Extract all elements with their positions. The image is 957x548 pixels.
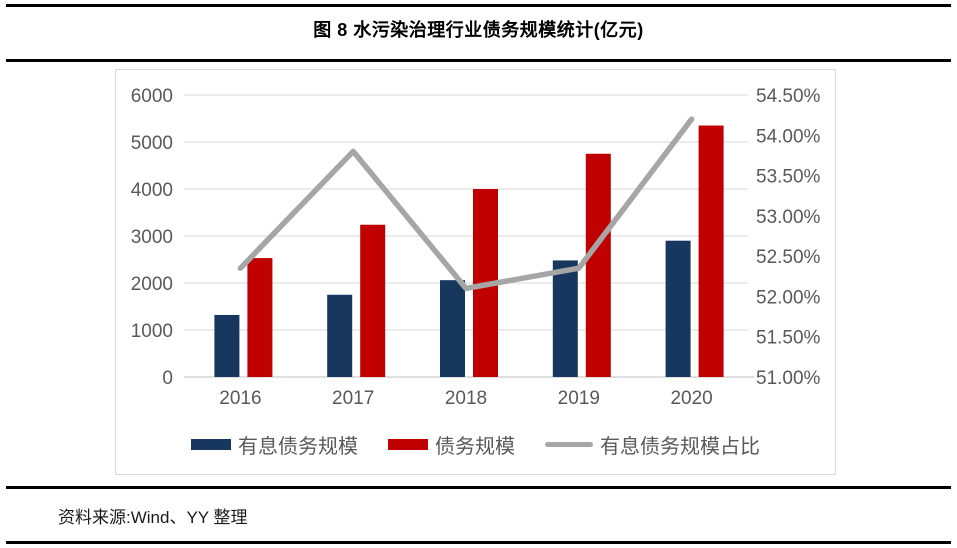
left-axis-tick-label: 6000 bbox=[131, 86, 173, 107]
ratio-line bbox=[237, 116, 695, 292]
bar-interest-debt-2019 bbox=[552, 260, 578, 377]
bar-interest-debt-2018 bbox=[440, 280, 465, 377]
debt-chart-panel: 0 1000 2000 3000 4000 5000 6000 51.00% 51.50% 52.… bbox=[115, 69, 836, 475]
bottom-rule bbox=[6, 541, 951, 544]
legend-label-interest-debt: 有息债务规模 bbox=[238, 436, 358, 458]
x-axis-category-label: 2018 bbox=[445, 388, 487, 409]
x-axis-category-label: 2019 bbox=[558, 388, 600, 409]
bar-debt-2017 bbox=[360, 224, 386, 377]
legend-item-interest-debt: 有息债务规模 bbox=[191, 430, 358, 459]
right-axis-tick-label: 53.00% bbox=[756, 207, 821, 228]
legend-label-debt: 债务规模 bbox=[435, 436, 515, 458]
x-axis-category-label: 2016 bbox=[219, 388, 261, 409]
legend-swatch-debt bbox=[388, 439, 428, 450]
left-axis-tick-label: 2000 bbox=[131, 274, 173, 295]
legend-item-debt: 债务规模 bbox=[388, 430, 515, 459]
right-axis-tick-label: 53.50% bbox=[756, 167, 821, 188]
bar-debt-2020 bbox=[698, 125, 724, 377]
bar-interest-debt-2020 bbox=[665, 240, 691, 377]
right-axis-tick-label: 51.00% bbox=[756, 368, 821, 389]
left-axis-tick-label: 4000 bbox=[131, 180, 173, 201]
right-axis-tick-label: 52.00% bbox=[756, 287, 821, 308]
top-rule bbox=[6, 4, 951, 7]
bar-debt-2019 bbox=[585, 153, 611, 377]
right-axis-tick-label: 54.00% bbox=[756, 126, 821, 147]
left-axis-tick-label: 0 bbox=[162, 368, 173, 389]
source-divider-rule bbox=[6, 486, 951, 489]
left-axis-tick-label: 3000 bbox=[131, 227, 173, 248]
bar-debt-2016 bbox=[247, 258, 273, 377]
title-divider-rule bbox=[6, 59, 951, 62]
x-axis-category-label: 2017 bbox=[332, 388, 374, 409]
left-axis-tick-label: 5000 bbox=[131, 133, 173, 154]
right-axis-tick-label: 54.50% bbox=[756, 86, 821, 107]
legend-label-ratio: 有息债务规模占比 bbox=[600, 436, 760, 458]
bar-interest-debt-2017 bbox=[327, 294, 353, 377]
legend-item-ratio: 有息债务规模占比 bbox=[545, 430, 760, 459]
legend-swatch-interest-debt bbox=[191, 439, 231, 450]
bar-interest-debt-2016 bbox=[214, 314, 240, 377]
x-axis-category-label: 2020 bbox=[670, 388, 712, 409]
debt-chart-plot: 0 1000 2000 3000 4000 5000 6000 51.00% 51.50% 52.… bbox=[131, 86, 821, 409]
data-source-note: 资料来源:Wind、YY 整理 bbox=[58, 508, 248, 527]
right-axis-tick-label: 52.50% bbox=[756, 247, 821, 268]
legend-swatch-ratio-line bbox=[545, 442, 593, 447]
right-axis-tick-label: 51.50% bbox=[756, 328, 821, 349]
left-axis-tick-label: 1000 bbox=[131, 321, 173, 342]
figure-title: 图 8 水污染治理行业债务规模统计(亿元) bbox=[313, 20, 644, 40]
chart-legend: 有息债务规模 债务规模 有息债务规模占比 bbox=[116, 430, 835, 459]
